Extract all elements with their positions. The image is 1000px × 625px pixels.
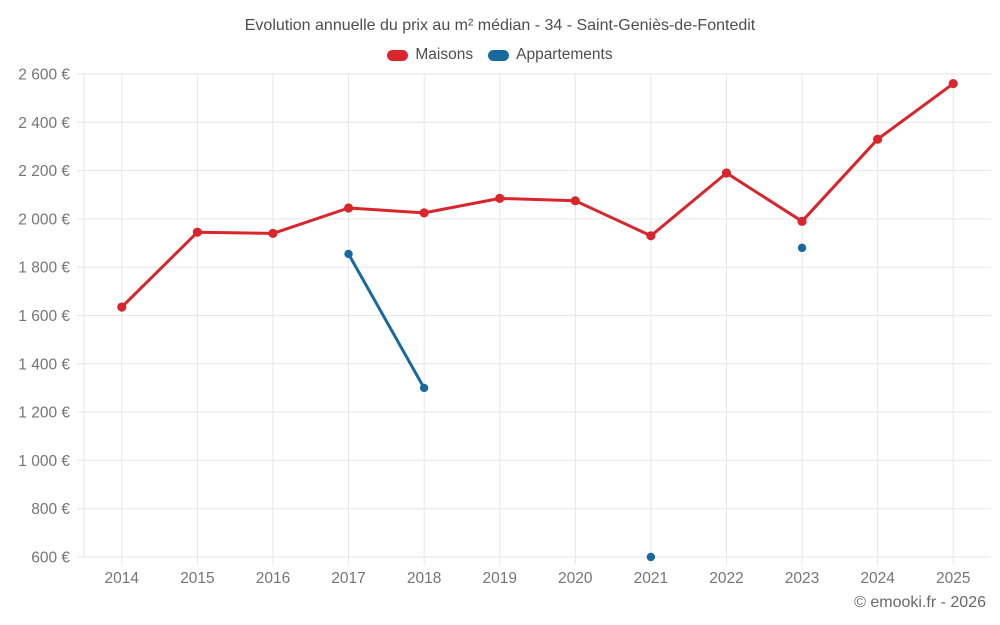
y-tick-label: 1 400 € (18, 356, 70, 373)
x-tick-label: 2021 (634, 570, 668, 587)
x-tick-label: 2017 (331, 570, 365, 587)
appartements-legend-swatch (488, 49, 510, 61)
maisons-legend-swatch (387, 49, 409, 61)
x-tick-label: 2020 (558, 570, 593, 587)
x-tick-label: 2014 (105, 570, 140, 587)
maisons-legend-label: Maisons (415, 46, 474, 63)
legend-item-maisons[interactable]: Maisons (387, 46, 473, 64)
data-point-maisons-2018[interactable] (419, 208, 429, 218)
y-tick-label: 2 000 € (18, 211, 70, 228)
x-tick-label: 2016 (256, 570, 290, 587)
data-point-maisons-2021[interactable] (646, 231, 656, 241)
series-appartements (344, 243, 807, 562)
data-point-appartements-2017[interactable] (344, 249, 353, 259)
data-point-maisons-2024[interactable] (873, 134, 883, 144)
grid (77, 73, 991, 565)
x-tick-label: 2023 (785, 570, 819, 587)
data-point-maisons-2014[interactable] (117, 302, 127, 312)
y-tick-label: 1 200 € (18, 405, 70, 422)
y-tick-label: 2 600 € (18, 67, 70, 84)
data-point-maisons-2025[interactable] (948, 79, 958, 89)
x-tick-label: 2015 (180, 570, 214, 587)
y-tick-label: 1 000 € (18, 453, 70, 470)
copyright: © emooki.fr - 2026 (854, 594, 986, 611)
x-tick-label: 2025 (936, 570, 970, 587)
chart-title: Evolution annuelle du prix au m² médian … (244, 17, 756, 34)
y-tick-label: 2 200 € (18, 163, 70, 180)
chart-legend: Maisons Appartements (0, 46, 1000, 64)
data-point-maisons-2016[interactable] (268, 228, 278, 238)
y-tick-label: 800 € (31, 501, 70, 518)
data-point-maisons-2015[interactable] (192, 227, 202, 237)
y-tick-label: 600 € (31, 550, 70, 567)
data-point-maisons-2017[interactable] (343, 203, 354, 213)
y-tick-label: 2 400 € (18, 115, 70, 132)
legend-item-appartements[interactable]: Appartements (488, 46, 613, 64)
data-point-maisons-2022[interactable] (721, 168, 732, 178)
x-tick-label: 2019 (482, 570, 516, 587)
x-tick-label: 2024 (860, 570, 895, 587)
axis-labels: 600 € 800 € 1 000 € 1 200 € 1 400 € 1 600 € 1 … (18, 67, 970, 588)
y-tick-label: 1 800 € (18, 260, 70, 277)
data-point-maisons-2020[interactable] (570, 196, 580, 206)
data-point-appartements-2023[interactable] (797, 243, 807, 253)
x-tick-label: 2018 (407, 570, 441, 587)
y-tick-label: 1 600 € (18, 308, 70, 325)
series-maisons (117, 79, 958, 312)
appartements-legend-label: Appartements (516, 46, 613, 63)
data-point-appartements-2018[interactable] (419, 383, 429, 393)
x-tick-label: 2022 (709, 570, 743, 587)
data-point-maisons-2019[interactable] (495, 193, 505, 203)
data-point-appartements-2021[interactable] (646, 552, 656, 562)
data-point-maisons-2023[interactable] (797, 216, 807, 226)
